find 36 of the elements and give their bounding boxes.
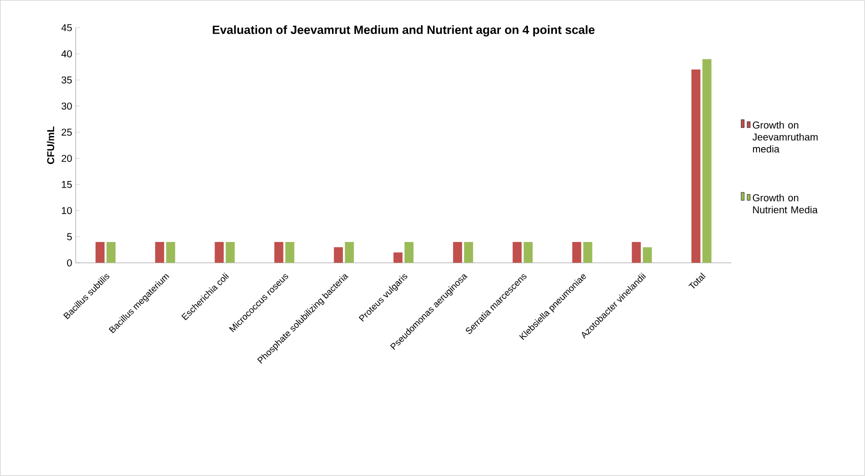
bar	[393, 252, 402, 264]
legend-label: Growth on Nutrient Media	[752, 194, 818, 214]
legend-label: Growth on Jeevamrutham media	[752, 121, 818, 153]
bar	[226, 242, 235, 264]
bar	[106, 242, 116, 264]
y-tick-label: 30	[62, 102, 72, 110]
y-tick-label: 15	[62, 181, 72, 188]
bar	[632, 242, 641, 264]
chart-title: Evaluation of Jeevamrut Medium and Nutrient agar on 4 point scale	[212, 25, 595, 37]
bar	[453, 242, 462, 264]
y-axis-title: CFU/mL	[46, 126, 54, 164]
bar	[166, 242, 176, 264]
bar	[274, 242, 284, 264]
bar	[334, 247, 343, 264]
bar	[702, 59, 712, 264]
bar	[96, 242, 105, 264]
bar	[691, 70, 700, 264]
y-tick-label: 0	[67, 259, 72, 267]
bar	[524, 242, 533, 264]
bar	[214, 242, 224, 264]
y-tick-label: 45	[61, 24, 72, 32]
bar	[464, 242, 474, 264]
y-tick-label: 25	[62, 128, 72, 136]
bar	[572, 242, 582, 264]
bar	[404, 242, 414, 264]
bar	[155, 242, 164, 264]
y-tick-label: 10	[62, 207, 72, 214]
y-tick-label: 5	[67, 233, 72, 240]
bar	[285, 242, 294, 264]
bar	[512, 242, 522, 264]
bar	[583, 242, 592, 264]
y-tick-label: 20	[62, 154, 72, 162]
y-tick-label: 35	[62, 76, 72, 84]
bar	[642, 247, 652, 264]
bar	[344, 242, 354, 264]
y-tick-label: 40	[61, 50, 72, 58]
